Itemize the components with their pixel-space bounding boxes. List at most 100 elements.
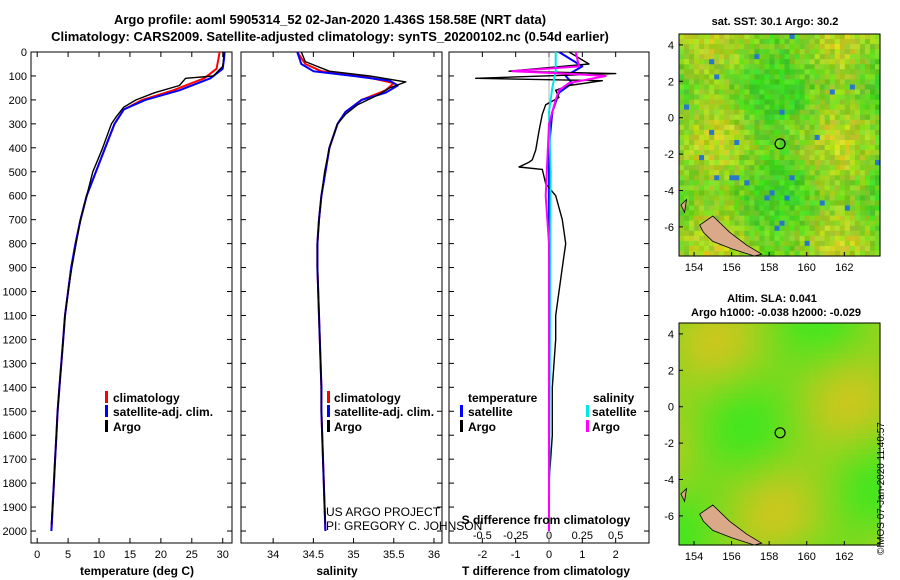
map-cell [689,69,695,75]
map-cell [784,180,791,186]
map-cell [864,474,871,480]
map-cell [834,393,841,400]
map-cell [749,145,755,151]
map-cell [875,434,881,440]
map-cell [829,333,836,339]
map-cell [784,251,791,257]
map-cell [799,403,806,410]
map-cell [684,145,690,151]
map-cell [804,230,811,237]
map-cell [739,418,745,425]
map-cell [689,338,695,344]
map-cell [779,215,786,222]
map-cell [689,190,695,196]
map-cell [844,534,851,541]
map-cell [870,459,876,465]
map-cell [839,454,846,460]
map-cell [789,134,796,141]
map-cell [754,484,760,491]
map-cell [799,398,806,405]
map-cell [734,34,740,40]
map-cell [875,449,881,455]
map-cell [684,84,690,91]
t-difference-axis-label: T difference from climatology [462,564,630,578]
map-cell [809,514,816,521]
map-cell [834,373,841,380]
map-cell [694,444,700,450]
map-cell [709,84,715,91]
map-cell [734,509,740,516]
map-cell [679,44,685,50]
map-cell [724,474,730,480]
map-cell [694,464,700,470]
map-cell [699,459,705,465]
map-cell [870,403,876,410]
map-cell [859,519,866,526]
map-cell [834,388,841,395]
map-cell [875,333,881,339]
map-cell [804,484,811,491]
map-cell [875,484,881,491]
map-cell [754,343,760,349]
map-cell [734,358,740,364]
map-cell [759,225,765,232]
depth-tick-label: 1600 [3,430,27,442]
map-cell [839,348,846,354]
map-cell [844,64,851,70]
map-cell [824,165,831,171]
map-cell [809,124,816,131]
map-cell [829,499,836,506]
land-shape [680,487,688,503]
map-cell [824,383,831,390]
map-cell [709,49,715,55]
map-cell [749,519,755,526]
map-cell [799,175,806,181]
map-cell [704,373,710,380]
map-cell [679,540,685,546]
map-cell [854,469,861,475]
map-cell [724,514,730,521]
map-cell [729,459,735,465]
map-cell [764,363,770,369]
map-cell [779,353,786,359]
map-cell [870,484,876,491]
map-cell [844,84,851,91]
map-cell [719,170,725,176]
map-cell [859,109,866,116]
map-cell [794,398,801,405]
map-cell [784,378,791,385]
map-cell [875,524,881,531]
map-cell [764,423,770,430]
map-cell [789,230,796,237]
map-cell [749,403,755,410]
map-cell [759,205,765,212]
map-cell [844,434,851,440]
map-cell [694,251,700,257]
map-cell [794,185,801,191]
map-cell [709,494,715,501]
map-cell [804,165,811,171]
map-cell [719,245,725,252]
map-cell [789,205,796,212]
map-cell [754,408,760,415]
map-cell [784,398,791,405]
map-cell [875,454,881,460]
map-cell [814,129,821,136]
map-cell [834,94,841,101]
map-cell [759,104,765,111]
map-cell [779,388,786,395]
map-cell [875,44,881,50]
map-cell [864,84,871,91]
map-cell [799,54,806,60]
map-cell [864,160,871,166]
map-cell [774,343,781,349]
map-cell [839,459,846,465]
map-cell [684,134,690,141]
map-cell [714,54,720,60]
map-cell [704,104,710,111]
map-cell [844,403,851,410]
map-cell [784,403,791,410]
map-cell [779,418,786,425]
map-cell [794,230,801,237]
map-cell [814,423,821,430]
